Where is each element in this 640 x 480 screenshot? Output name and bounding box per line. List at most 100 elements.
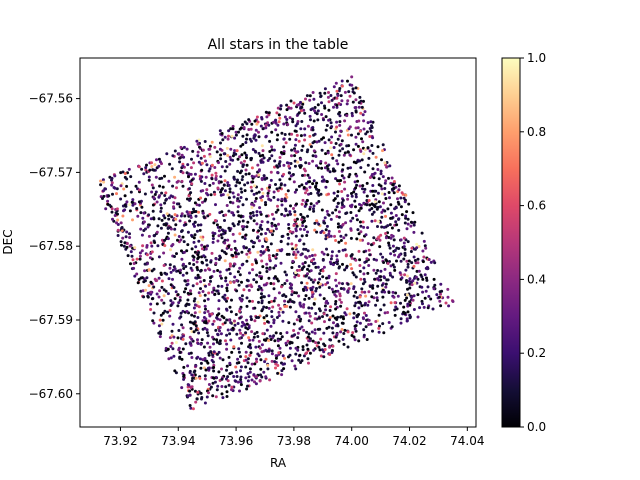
star-point bbox=[252, 219, 256, 223]
star-point bbox=[366, 271, 370, 275]
star-point bbox=[229, 338, 233, 342]
star-point bbox=[236, 169, 240, 173]
star-point bbox=[169, 248, 172, 252]
star-point bbox=[161, 318, 165, 322]
star-point bbox=[259, 358, 263, 362]
star-point bbox=[215, 338, 219, 342]
star-point bbox=[270, 352, 274, 356]
star-point bbox=[152, 234, 156, 238]
star-point bbox=[297, 358, 301, 362]
star-point bbox=[326, 95, 330, 99]
star-point bbox=[322, 118, 325, 122]
star-point bbox=[403, 251, 407, 255]
star-point bbox=[392, 191, 396, 195]
star-point bbox=[362, 152, 366, 156]
star-point bbox=[369, 129, 373, 133]
star-point bbox=[322, 355, 326, 359]
star-point bbox=[322, 297, 326, 301]
star-point bbox=[102, 189, 105, 193]
star-point bbox=[219, 190, 223, 194]
star-point bbox=[316, 118, 320, 122]
star-point bbox=[284, 141, 288, 145]
star-point bbox=[228, 332, 232, 336]
star-point bbox=[199, 361, 203, 365]
star-point bbox=[291, 173, 295, 176]
star-point bbox=[265, 214, 269, 218]
star-point bbox=[211, 353, 215, 357]
star-point bbox=[342, 176, 346, 180]
star-point bbox=[206, 214, 210, 218]
star-point bbox=[283, 133, 287, 136]
star-point bbox=[250, 174, 254, 178]
star-point bbox=[181, 334, 185, 338]
star-point bbox=[99, 183, 103, 187]
star-point bbox=[206, 244, 209, 248]
star-point bbox=[357, 249, 361, 253]
star-point bbox=[387, 321, 391, 324]
star-point bbox=[400, 213, 404, 217]
star-point bbox=[439, 304, 443, 308]
star-point bbox=[255, 280, 258, 284]
star-point bbox=[301, 198, 305, 202]
star-point bbox=[122, 244, 126, 248]
star-point bbox=[336, 225, 340, 229]
star-point bbox=[299, 227, 302, 231]
star-point bbox=[287, 236, 291, 240]
star-point bbox=[402, 257, 406, 261]
star-point bbox=[228, 187, 232, 191]
star-point bbox=[242, 288, 246, 292]
star-point bbox=[255, 261, 258, 265]
star-point bbox=[288, 305, 292, 309]
star-point bbox=[270, 310, 274, 313]
star-point bbox=[211, 381, 215, 385]
star-point bbox=[128, 209, 132, 213]
star-point bbox=[352, 190, 356, 194]
star-point bbox=[308, 180, 312, 184]
star-point bbox=[451, 300, 455, 303]
star-point bbox=[236, 157, 240, 161]
star-point bbox=[397, 247, 401, 250]
star-point bbox=[276, 364, 280, 367]
star-point bbox=[344, 233, 348, 237]
star-point bbox=[353, 106, 357, 110]
star-point bbox=[123, 172, 127, 175]
star-point bbox=[379, 275, 383, 279]
star-point bbox=[197, 255, 201, 259]
star-point bbox=[253, 332, 257, 336]
star-point bbox=[349, 211, 353, 214]
star-point bbox=[152, 311, 156, 315]
star-point bbox=[375, 237, 379, 241]
star-point bbox=[376, 284, 380, 288]
star-point bbox=[336, 162, 340, 166]
star-point bbox=[346, 79, 349, 83]
star-point bbox=[359, 277, 363, 281]
star-point bbox=[361, 187, 364, 191]
star-point bbox=[355, 218, 359, 222]
star-point bbox=[238, 266, 242, 270]
star-point bbox=[307, 264, 311, 268]
star-point bbox=[258, 206, 262, 210]
star-point bbox=[196, 142, 200, 146]
star-point bbox=[173, 233, 177, 237]
star-point bbox=[205, 163, 209, 167]
star-point bbox=[243, 159, 246, 163]
star-point bbox=[321, 275, 325, 279]
star-point bbox=[251, 228, 255, 232]
star-point bbox=[207, 319, 211, 323]
star-point bbox=[267, 276, 271, 280]
star-point bbox=[336, 201, 340, 205]
star-point bbox=[379, 308, 383, 312]
star-point bbox=[330, 287, 334, 291]
star-point bbox=[346, 282, 350, 286]
star-point bbox=[359, 111, 363, 115]
star-point bbox=[170, 215, 174, 219]
star-point bbox=[264, 237, 268, 240]
star-point bbox=[361, 140, 365, 144]
star-point bbox=[164, 223, 168, 227]
star-point bbox=[137, 165, 141, 169]
star-point bbox=[205, 258, 208, 262]
star-point bbox=[102, 180, 106, 184]
star-point bbox=[188, 369, 192, 373]
star-point bbox=[210, 163, 214, 167]
star-point bbox=[279, 240, 283, 244]
